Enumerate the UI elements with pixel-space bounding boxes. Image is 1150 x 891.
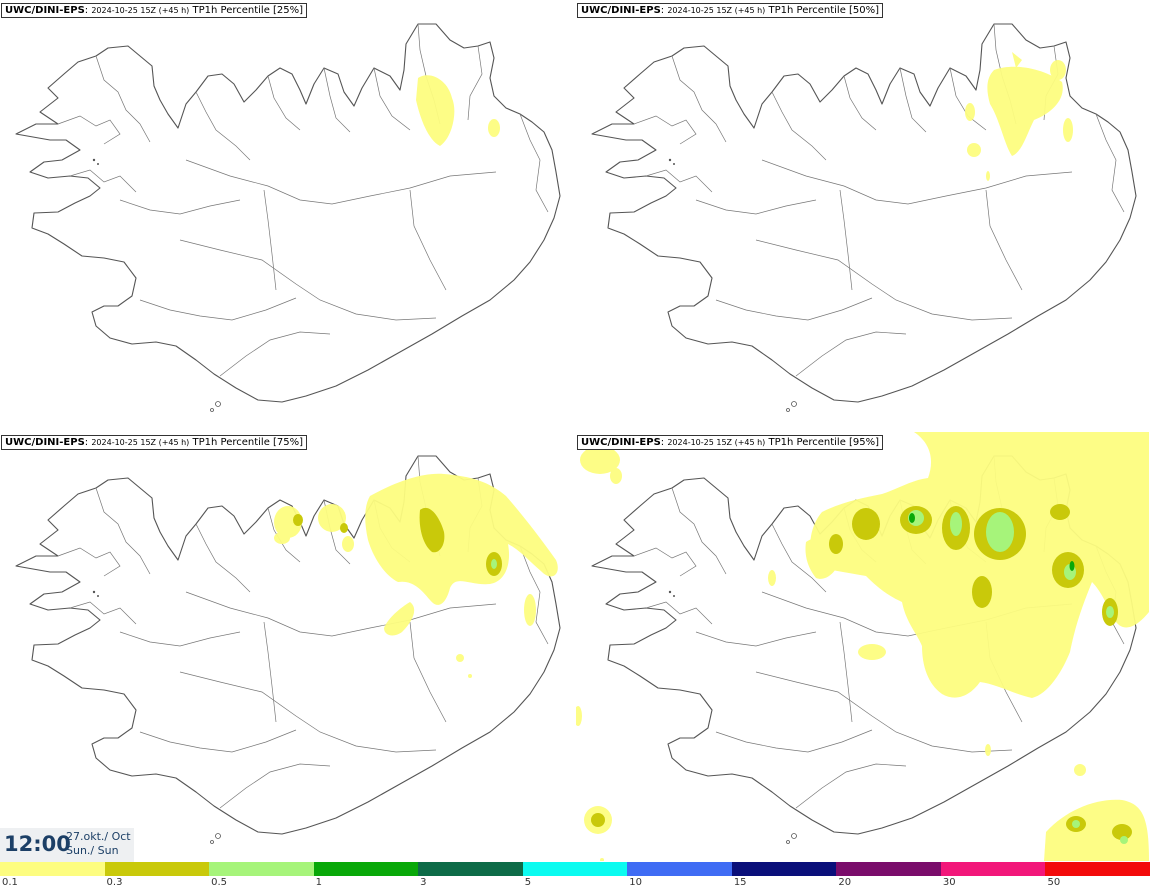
color-scale-swatch xyxy=(0,862,105,876)
color-scale-swatch xyxy=(1045,862,1150,876)
color-scale-swatch xyxy=(731,862,837,876)
field-name: TP1h Percentile [25%] xyxy=(192,5,304,16)
map-panel-p50: UWC/DINI-EPS: 2024-10-25 15Z (+45 h) TP1… xyxy=(576,0,1149,429)
color-scale-swatch xyxy=(940,862,1046,876)
color-scale-swatch xyxy=(836,862,941,876)
color-scale-swatch xyxy=(104,862,210,876)
valid-time-date: 27.okt./ Oct Sun./ Sun xyxy=(66,830,131,858)
valid-time-box: 12:00 27.okt./ Oct Sun./ Sun xyxy=(0,828,134,862)
precip-heavy xyxy=(491,559,497,569)
field-name: TP1h Percentile [75%] xyxy=(192,437,304,448)
field-name: TP1h Percentile [95%] xyxy=(768,437,880,448)
color-scale-tick-label: 30 xyxy=(942,877,956,888)
map-panel-p75: UWC/DINI-EPS: 2024-10-25 15Z (+45 h) TP1… xyxy=(0,432,573,861)
map-panel-p25: UWC/DINI-EPS: 2024-10-25 15Z (+45 h) TP1… xyxy=(0,0,573,429)
panel-title: UWC/DINI-EPS: 2024-10-25 15Z (+45 h) TP1… xyxy=(1,435,308,450)
precip-shading xyxy=(274,473,558,678)
precip-map xyxy=(591,23,1137,413)
valid-time-clock: 12:00 xyxy=(4,832,71,856)
valid-weekday: Sun./ Sun xyxy=(66,844,119,857)
precip-shading xyxy=(965,52,1073,181)
color-scale-tick-label: 20 xyxy=(838,877,852,888)
model-name: UWC/DINI-EPS xyxy=(581,437,661,448)
color-scale-legend: 0.1 0.3 0.5 1 3 5 10 15 20 30 50 xyxy=(0,862,1150,891)
color-scale-bar xyxy=(0,862,1150,876)
color-scale-tick-label: 0.5 xyxy=(211,877,227,888)
panel-title: UWC/DINI-EPS: 2024-10-25 15Z (+45 h) TP1… xyxy=(577,435,884,450)
run-time: 2024-10-25 15Z (+45 h) xyxy=(91,438,190,447)
precip-map xyxy=(15,455,561,845)
model-name: UWC/DINI-EPS xyxy=(581,5,661,16)
color-scale-swatch xyxy=(627,862,732,876)
color-scale-tick-label: 50 xyxy=(1047,877,1061,888)
precip-shading xyxy=(576,432,1149,861)
precip-map xyxy=(15,23,561,413)
color-scale-tick-label: 10 xyxy=(629,877,642,888)
color-scale-tick-label: 1 xyxy=(315,877,322,888)
precip-intense xyxy=(909,513,1075,571)
color-scale-swatch xyxy=(418,862,523,876)
color-scale-tick-label: 5 xyxy=(524,877,532,888)
color-scale-swatch xyxy=(313,862,419,876)
model-name: UWC/DINI-EPS xyxy=(5,437,85,448)
color-scale-tick-label: 0.1 xyxy=(2,877,18,888)
field-name: TP1h Percentile [50%] xyxy=(768,5,880,16)
color-scale-swatch xyxy=(209,862,314,876)
panel-title: UWC/DINI-EPS: 2024-10-25 15Z (+45 h) TP1… xyxy=(1,3,308,18)
run-time: 2024-10-25 15Z (+45 h) xyxy=(667,6,766,15)
color-scale-tick-label: 15 xyxy=(733,877,747,888)
model-name: UWC/DINI-EPS xyxy=(5,5,85,16)
map-panel-p95: UWC/DINI-EPS: 2024-10-25 15Z (+45 h) TP1… xyxy=(576,432,1149,861)
color-scale-tick-label: 0.3 xyxy=(106,877,123,888)
color-scale-tick-label: 3 xyxy=(420,877,427,888)
panel-title: UWC/DINI-EPS: 2024-10-25 15Z (+45 h) TP1… xyxy=(577,3,884,18)
valid-date: 27.okt./ Oct xyxy=(66,830,131,843)
precip-map xyxy=(576,432,1149,861)
run-time: 2024-10-25 15Z (+45 h) xyxy=(667,438,766,447)
run-time: 2024-10-25 15Z (+45 h) xyxy=(91,6,190,15)
precip-shading xyxy=(416,75,500,146)
color-scale-swatch xyxy=(522,862,628,876)
precip-heavy xyxy=(908,510,1128,844)
